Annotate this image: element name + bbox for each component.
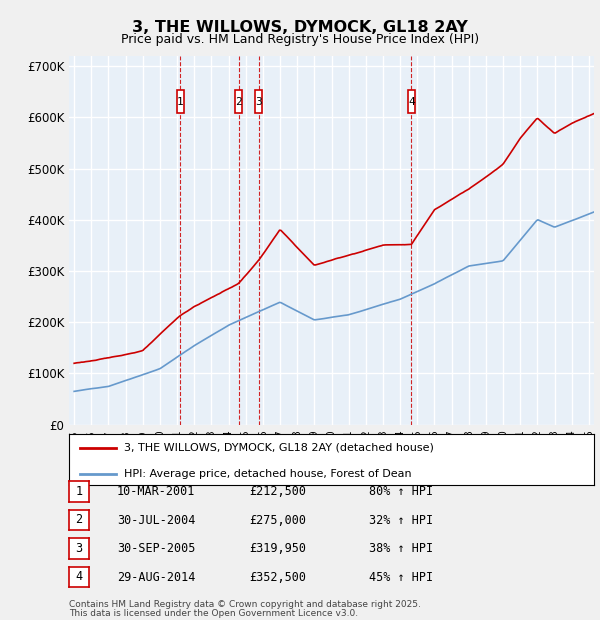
Text: 30-JUL-2004: 30-JUL-2004 [117,514,196,526]
Text: 38% ↑ HPI: 38% ↑ HPI [369,542,433,555]
Text: 4: 4 [408,97,415,107]
Text: 3: 3 [255,97,262,107]
Text: This data is licensed under the Open Government Licence v3.0.: This data is licensed under the Open Gov… [69,608,358,618]
Text: 4: 4 [76,570,82,583]
Text: 2: 2 [76,513,82,526]
Text: 3: 3 [76,542,82,555]
Text: 30-SEP-2005: 30-SEP-2005 [117,542,196,555]
Text: HPI: Average price, detached house, Forest of Dean: HPI: Average price, detached house, Fore… [124,469,412,479]
FancyBboxPatch shape [177,91,184,113]
Text: 10-MAR-2001: 10-MAR-2001 [117,485,196,498]
Text: 1: 1 [76,485,82,498]
Text: 3, THE WILLOWS, DYMOCK, GL18 2AY: 3, THE WILLOWS, DYMOCK, GL18 2AY [132,20,468,35]
Text: 3, THE WILLOWS, DYMOCK, GL18 2AY (detached house): 3, THE WILLOWS, DYMOCK, GL18 2AY (detach… [124,443,434,453]
FancyBboxPatch shape [235,91,242,113]
Text: £275,000: £275,000 [249,514,306,526]
Text: £319,950: £319,950 [249,542,306,555]
Text: 2: 2 [235,97,242,107]
Text: 1: 1 [177,97,184,107]
Text: £212,500: £212,500 [249,485,306,498]
Text: Contains HM Land Registry data © Crown copyright and database right 2025.: Contains HM Land Registry data © Crown c… [69,600,421,609]
Text: 45% ↑ HPI: 45% ↑ HPI [369,571,433,583]
Text: £352,500: £352,500 [249,571,306,583]
Text: 32% ↑ HPI: 32% ↑ HPI [369,514,433,526]
FancyBboxPatch shape [408,91,415,113]
Text: 29-AUG-2014: 29-AUG-2014 [117,571,196,583]
Text: 80% ↑ HPI: 80% ↑ HPI [369,485,433,498]
FancyBboxPatch shape [256,91,262,113]
Text: Price paid vs. HM Land Registry's House Price Index (HPI): Price paid vs. HM Land Registry's House … [121,33,479,46]
